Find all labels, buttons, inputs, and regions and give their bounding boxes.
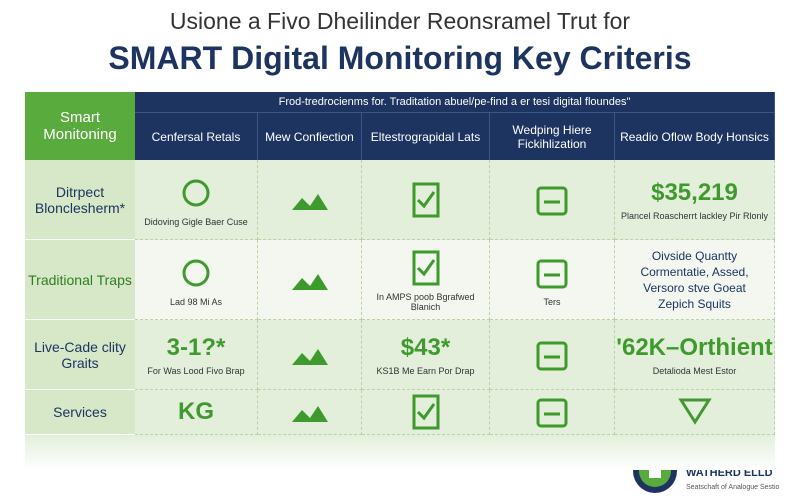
row-label: Ditrpect Blonclesherm* xyxy=(25,160,135,240)
icon xyxy=(182,179,210,206)
cell xyxy=(362,390,490,435)
cell: $43* KS1B Me Earn Por Drap xyxy=(362,320,490,390)
icon xyxy=(536,259,568,288)
cell: Oivside Quantty Cormentatie, Assed, Versor… xyxy=(615,240,775,320)
cell xyxy=(258,390,362,435)
column-header: Wedping Hiere Fickihlization xyxy=(490,113,615,160)
cell-value: '62K–Orthient xyxy=(616,333,773,361)
cell-value: 3-1?* xyxy=(166,333,226,361)
cell: KG xyxy=(135,390,258,435)
banner: Frod-tredrocienms for. Traditation abuel… xyxy=(135,92,775,113)
list-item: Versoro stve Goeat xyxy=(643,280,746,295)
row-label: Traditional Traps xyxy=(25,240,135,320)
cell-note: For Was Lood Fivo Brap xyxy=(147,365,245,376)
list-item: Zepich Squits xyxy=(658,296,731,311)
cell-note: Plancel Roascherrt lackley Pir Rlonly xyxy=(620,210,769,221)
icon xyxy=(536,186,568,215)
list-item: Oivside Quantty xyxy=(651,248,738,263)
icon xyxy=(291,406,328,422)
cell-value: $43* xyxy=(400,333,451,361)
cell-note: Didoving Gigle Baer Cuse xyxy=(144,216,248,227)
cell xyxy=(615,390,775,435)
cell: 3-1?* For Was Lood Fivo Brap xyxy=(135,320,258,390)
icon xyxy=(182,259,210,286)
cell: Ters xyxy=(490,240,615,320)
column-header: Readio Oflow Body Honsics xyxy=(615,113,775,160)
cell-value: $35,219 xyxy=(651,178,738,206)
cell xyxy=(258,240,362,320)
icon xyxy=(291,193,328,210)
cell: $35,219 Plancel Roascherrt lackley Pir Rl… xyxy=(615,160,775,240)
cell-note: Ters xyxy=(543,296,561,307)
icon xyxy=(291,273,328,290)
cell: '62K–Orthient Detalioda Mest Estor xyxy=(615,320,775,390)
icon xyxy=(412,394,439,430)
cell-note: KS1B Me Earn Por Drap xyxy=(376,365,475,376)
cell-note: Lad 98 Mi As xyxy=(169,296,223,307)
icon xyxy=(536,341,568,370)
cell: In AMPS poob Bgrafwed Blanich xyxy=(362,240,490,320)
cell xyxy=(490,160,615,240)
column-header: Mew Confiection xyxy=(258,113,362,160)
cell: Lad 98 Mi As xyxy=(135,240,258,320)
cell-note: In AMPS poob Bgrafwed Blanich xyxy=(376,291,475,312)
icon xyxy=(291,348,328,365)
cell xyxy=(362,160,490,240)
title: SMART Digital Monitoring Key Criteris xyxy=(108,40,692,76)
column-header: Eltestrograpidal Lats xyxy=(362,113,490,160)
row-label: Live-Cade clity Graits xyxy=(25,320,135,390)
cell-note: Detalioda Mest Estor xyxy=(652,365,737,376)
cell xyxy=(490,390,615,435)
fade xyxy=(25,435,775,470)
icon xyxy=(536,398,568,428)
logo-subtitle: Seatschaft of Analogue Sestio xyxy=(686,484,780,491)
subtitle: Usione a Fivo Dheilinder Reonsramel Trut… xyxy=(169,8,631,34)
list-item: Cormentatie, Assed, xyxy=(640,264,749,279)
cell xyxy=(490,320,615,390)
cell-value: KG xyxy=(178,398,214,425)
icon xyxy=(412,250,439,285)
cell xyxy=(258,160,362,240)
column-header: Cenfersal Retals xyxy=(135,113,258,160)
cell xyxy=(258,320,362,390)
icon xyxy=(412,182,439,217)
corner: Smart Monitoning xyxy=(25,92,135,160)
icon xyxy=(677,398,712,425)
cell: Didoving Gigle Baer Cuse xyxy=(135,160,258,240)
row-label: Services xyxy=(25,390,135,435)
